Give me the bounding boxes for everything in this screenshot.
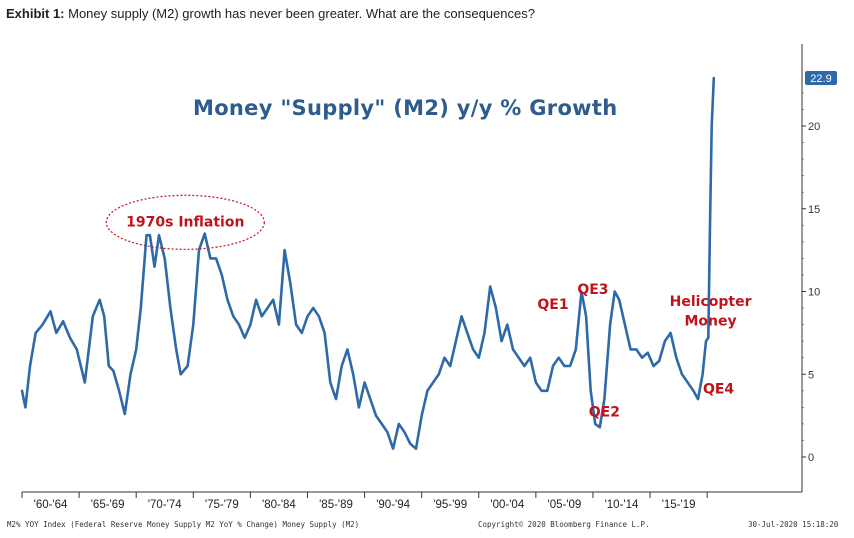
x-tick-label: '70-'74 [148, 499, 182, 511]
y-tick-label: 10 [808, 287, 820, 299]
x-tick-label: '85-'89 [319, 499, 353, 511]
annotation-qe3: QE3 [577, 282, 608, 298]
y-tick-label: 5 [808, 369, 814, 381]
x-tick-label: '95-'99 [433, 499, 467, 511]
series-group: 22.9 [20, 71, 837, 451]
footer-group: M2% YOY Index (Federal Reserve Money Sup… [7, 520, 839, 529]
y-axis-ticks: 0 5 10 15 20 [802, 92, 820, 464]
chart-axes [22, 44, 803, 493]
chart-title: Money "Supply" (M2) y/y % Growth [193, 96, 618, 120]
x-tick-label: '10-'14 [605, 499, 639, 511]
last-value-label: 22.9 [810, 73, 831, 85]
exhibit-text: Money supply (M2) growth has never been … [64, 6, 535, 21]
annotation-money: Money [685, 314, 737, 330]
annotations-group: 1970s Inflation QE1 QE3 QE2 QE4 Helicopter Mon… [105, 194, 752, 421]
x-tick-label: '15-'19 [662, 499, 696, 511]
x-axis-ticks: '60-'64 '65-'69 '70-'74 '75-'79 '80-'84 '85-'… [21, 492, 708, 511]
x-tick-label: '90-'94 [376, 499, 410, 511]
exhibit-title: Exhibit 1: Money supply (M2) growth has … [6, 6, 535, 21]
annotation-1970s-inflation: 1970s Inflation [126, 214, 244, 230]
footer-timestamp: 30-Jul-2020 15:18:20 [748, 520, 839, 529]
last-value-badge [805, 71, 837, 86]
annotation-helicopter: Helicopter [670, 294, 752, 310]
footer-source: M2% YOY Index (Federal Reserve Money Sup… [7, 520, 359, 529]
x-tick-label: '80-'84 [262, 499, 296, 511]
annotation-qe4: QE4 [703, 381, 734, 397]
annotation-qe1: QE1 [537, 297, 568, 313]
inflation-dotted-circle [105, 194, 265, 250]
x-tick-label: '65-'69 [91, 499, 125, 511]
series-line-m2-yoy [20, 76, 716, 451]
y-tick-label: 0 [808, 452, 814, 464]
x-tick-label: '05-'09 [548, 499, 582, 511]
annotation-qe2: QE2 [589, 405, 620, 421]
y-tick-label: 20 [808, 121, 820, 133]
footer-copyright: Copyright© 2020 Bloomberg Finance L.P. [478, 520, 650, 529]
y-tick-label: 15 [808, 204, 820, 216]
x-tick-label: '00-'04 [490, 499, 524, 511]
x-tick-label: '60-'64 [34, 499, 68, 511]
exhibit-label: Exhibit 1: [6, 6, 65, 21]
x-tick-label: '75-'79 [205, 499, 239, 511]
